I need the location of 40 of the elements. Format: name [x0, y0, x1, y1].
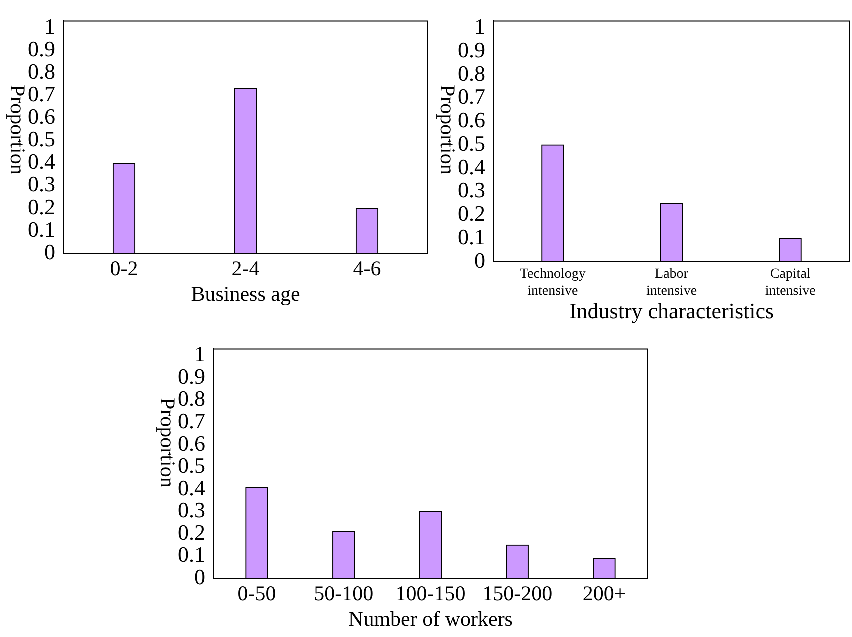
- x-tick-label: 0-50: [238, 582, 276, 606]
- y-tick-label: 0.3: [458, 178, 486, 203]
- x-tick-label: 4-6: [353, 256, 382, 281]
- x-axis-title: Number of workers: [348, 606, 513, 631]
- y-tick-label: 0.9: [28, 36, 56, 62]
- y-tick-label: 0.6: [458, 108, 486, 133]
- y-tick-label: 0.3: [28, 172, 56, 197]
- y-tick-label: 0.8: [458, 60, 486, 86]
- y-tick-label: 0.5: [458, 130, 486, 156]
- y-tick-label: 0.5: [28, 126, 56, 152]
- x-axis-title: Business age: [191, 282, 300, 306]
- y-tick-label: 0.6: [28, 104, 56, 130]
- y-axis-title: Proportion: [5, 85, 30, 175]
- x-tick-label: 0-2: [110, 256, 138, 281]
- y-tick-label: 0: [474, 248, 486, 273]
- x-tick-label: Technology intensive: [520, 267, 586, 299]
- y-tick-label: 0.1: [28, 216, 56, 242]
- y-tick-label: 0.2: [28, 194, 56, 220]
- y-tick-label: 0.4: [28, 149, 56, 174]
- y-tick-label: 0.1: [458, 224, 486, 250]
- y-tick-label: 1: [44, 14, 56, 39]
- x-tick-label: Capital intensive: [765, 267, 816, 299]
- y-tick-label: 0: [44, 239, 56, 264]
- y-tick-label: 0.2: [458, 201, 486, 226]
- y-tick-label: 0.8: [28, 58, 56, 84]
- y-tick-label: 0.7: [28, 81, 56, 106]
- y-tick-label: 0.4: [458, 154, 486, 180]
- y-tick-label: 1: [474, 14, 486, 39]
- x-axis-title: Industry characteristics: [569, 298, 774, 324]
- x-tick-label: 200+: [582, 582, 626, 606]
- y-tick-label: 0.6: [178, 430, 206, 456]
- y-axis-title: Proportion: [155, 398, 180, 488]
- x-tick-label: Labor intensive: [646, 267, 698, 299]
- x-tick-label: 150-200: [482, 582, 553, 606]
- y-tick-label: 0.7: [458, 84, 486, 110]
- x-tick-label: 100-150: [396, 582, 466, 606]
- y-axis-title: Proportion: [435, 85, 460, 175]
- y-tick-label: 0.9: [458, 37, 486, 62]
- x-tick-label: 2-4: [232, 256, 260, 281]
- x-tick-label: 50-100: [314, 582, 374, 606]
